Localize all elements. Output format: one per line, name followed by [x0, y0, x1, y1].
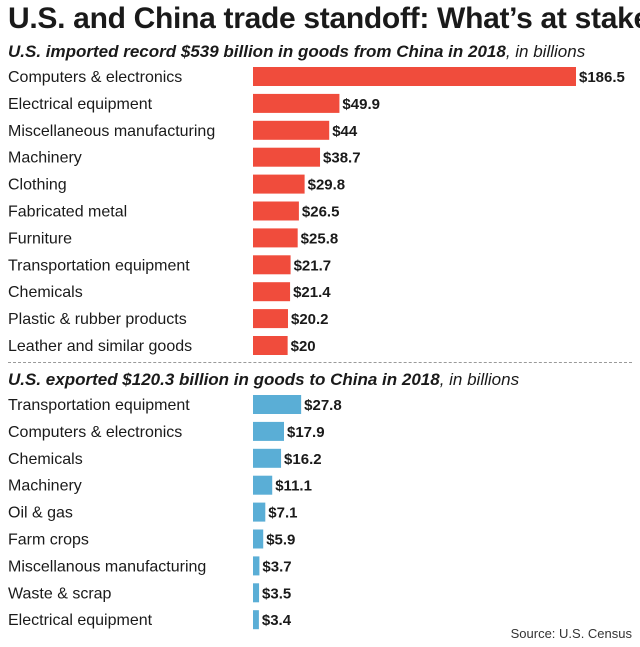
- import-bar: [253, 93, 340, 113]
- import-bar: [253, 201, 299, 221]
- export-bar: [253, 395, 302, 414]
- export-value-label: $27.8: [304, 397, 342, 414]
- export-category-label: Oil & gas: [8, 505, 73, 522]
- import-category-label: Chemicals: [8, 284, 83, 301]
- import-value-label: $20: [291, 338, 316, 355]
- import-bar: [253, 309, 288, 329]
- export-bar: [253, 475, 273, 495]
- exports-subtitle-unit: , in billions: [439, 370, 520, 389]
- export-category-label: Computers & electronics: [8, 424, 182, 441]
- export-bar: [253, 556, 260, 576]
- import-category-label: Computers & electronics: [8, 69, 182, 86]
- import-bar: [253, 228, 298, 248]
- export-category-label: Machinery: [8, 478, 82, 495]
- export-bar: [253, 610, 259, 630]
- import-bar: [253, 282, 291, 302]
- import-value-label: $21.7: [294, 257, 332, 274]
- exports-subtitle: U.S. exported $120.3 billion in goods to…: [8, 370, 519, 390]
- export-category-label: Waste & scrap: [8, 585, 112, 602]
- export-value-label: $5.9: [266, 532, 295, 549]
- import-bar: [253, 67, 576, 86]
- import-category-label: Fabricated metal: [8, 204, 127, 221]
- import-value-label: $38.7: [323, 150, 361, 167]
- import-bar: [253, 336, 288, 355]
- import-category-label: Transportation equipment: [8, 257, 190, 274]
- export-bar: [253, 421, 285, 441]
- exports-subtitle-main: U.S. exported $120.3 billion in goods to…: [8, 370, 440, 389]
- export-category-label: Miscellanous manufacturing: [8, 558, 206, 575]
- export-value-label: $16.2: [284, 451, 322, 468]
- export-value-label: $3.5: [262, 585, 291, 602]
- import-category-label: Furniture: [8, 230, 72, 247]
- export-value-label: $11.1: [275, 478, 312, 495]
- export-category-label: Farm crops: [8, 532, 89, 549]
- export-bar: [253, 529, 264, 549]
- export-category-label: Chemicals: [8, 451, 83, 468]
- source-note: Source: U.S. Census: [510, 626, 632, 641]
- export-bar: [253, 502, 266, 522]
- import-value-label: $20.2: [291, 311, 329, 328]
- import-value-label: $26.5: [302, 204, 340, 221]
- import-bar: [253, 174, 305, 194]
- chart-title: U.S. and China trade standoff: What’s at…: [8, 2, 640, 35]
- export-category-label: Transportation equipment: [8, 397, 190, 414]
- import-category-label: Electrical equipment: [8, 96, 153, 113]
- import-value-label: $49.9: [342, 96, 380, 113]
- export-bar: [253, 448, 282, 468]
- export-value-label: $17.9: [287, 424, 325, 441]
- export-value-label: $7.1: [268, 505, 297, 522]
- export-value-label: $3.4: [262, 612, 292, 629]
- import-value-label: $186.5: [579, 69, 625, 86]
- export-category-label: Electrical equipment: [8, 612, 153, 629]
- import-value-label: $29.8: [308, 177, 346, 194]
- imports-subtitle: U.S. imported record $539 billion in goo…: [8, 42, 585, 62]
- export-value-label: $3.7: [262, 558, 291, 575]
- export-bar: [253, 583, 260, 603]
- import-category-label: Plastic & rubber products: [8, 311, 187, 328]
- import-value-label: $21.4: [293, 284, 331, 301]
- import-value-label: $44: [332, 123, 358, 140]
- import-category-label: Miscellaneous manufacturing: [8, 123, 215, 140]
- import-category-label: Machinery: [8, 150, 82, 167]
- import-bar: [253, 255, 291, 275]
- section-divider: [8, 362, 632, 363]
- import-bar: [253, 147, 321, 167]
- imports-subtitle-unit: , in billions: [505, 42, 586, 61]
- imports-subtitle-main: U.S. imported record $539 billion in goo…: [8, 42, 506, 61]
- import-value-label: $25.8: [301, 230, 339, 247]
- import-bar: [253, 120, 330, 140]
- import-category-label: Clothing: [8, 177, 67, 194]
- import-category-label: Leather and similar goods: [8, 338, 192, 355]
